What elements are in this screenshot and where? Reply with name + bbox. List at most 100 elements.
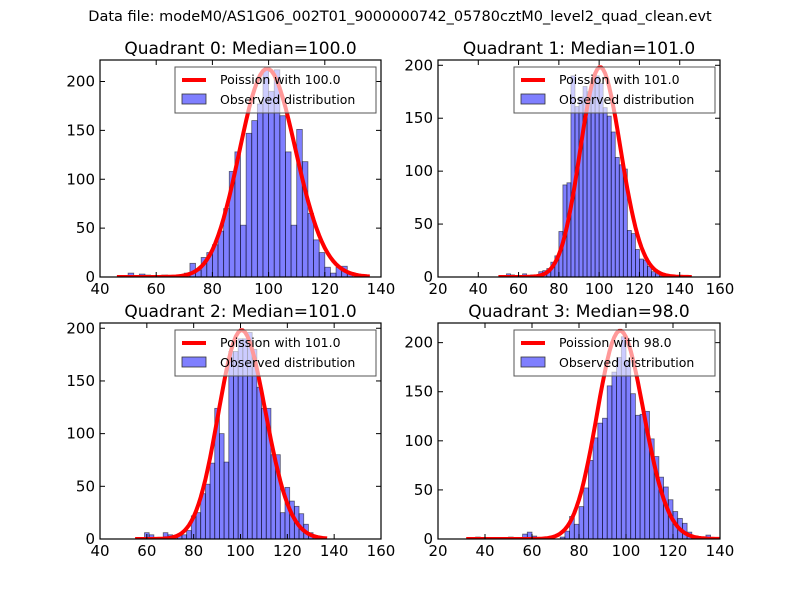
histogram-bar xyxy=(251,348,258,539)
y-tick-label: 50 xyxy=(414,481,433,499)
poisson-curve xyxy=(466,328,720,539)
x-tick-label: 100 xyxy=(585,280,614,298)
histogram-bar xyxy=(578,506,585,539)
histogram-bar xyxy=(261,407,267,539)
x-tick-label: 140 xyxy=(665,280,694,298)
plot-area xyxy=(135,328,328,539)
histogram-bar xyxy=(186,530,192,539)
histogram-bar xyxy=(635,414,641,539)
y-tick-label: 100 xyxy=(66,170,95,188)
x-tick-label: 60 xyxy=(137,542,156,560)
histogram-bar xyxy=(279,512,286,539)
histogram-bar xyxy=(606,115,612,277)
histogram-bar xyxy=(318,252,326,277)
histogram-bar xyxy=(219,433,225,539)
legend-label-observed: Observed distribution xyxy=(559,92,694,107)
legend-frame xyxy=(513,66,716,114)
legend-label-observed: Observed distribution xyxy=(559,355,694,370)
histogram-bar xyxy=(639,413,646,539)
y-tick-label: 50 xyxy=(414,215,433,233)
histogram-bar xyxy=(251,120,258,277)
histogram-bar xyxy=(602,417,608,539)
histogram-bar xyxy=(233,351,239,539)
legend: Poission with 100.0 Observed distribution xyxy=(174,66,377,114)
legend: Poission with 101.0 Observed distribution xyxy=(174,329,377,377)
x-tick-label: 60 xyxy=(147,280,166,298)
subplot-title: Quadrant 2: Median=101.0 xyxy=(124,302,356,322)
legend-bar-swatch xyxy=(520,356,546,368)
x-tick-label: 60 xyxy=(522,542,541,560)
histogram-bar xyxy=(256,103,264,277)
figure-suptitle: Data file: modeM0/AS1G06_002T01_90000007… xyxy=(88,9,712,25)
legend-label-observed: Observed distribution xyxy=(220,355,355,370)
legend-bar-swatch xyxy=(181,93,207,105)
histogram-bar xyxy=(268,90,275,277)
legend-bar-swatch xyxy=(520,93,546,105)
histogram-bar xyxy=(279,115,286,277)
histogram-bar xyxy=(592,437,599,539)
histogram-bar xyxy=(290,224,298,277)
x-tick-label: 40 xyxy=(90,280,109,298)
histogram-bar xyxy=(285,151,292,277)
histogram-bar xyxy=(630,233,636,277)
y-tick-label: 100 xyxy=(404,432,433,450)
legend-label-poisson: Poission with 100.0 xyxy=(220,72,341,87)
legend-bar-swatch xyxy=(181,356,207,368)
plot-area xyxy=(116,66,370,277)
x-tick-label: 120 xyxy=(625,280,654,298)
y-tick-label: 200 xyxy=(66,319,95,337)
histogram-bar xyxy=(597,422,603,539)
histogram-bar xyxy=(606,385,613,539)
y-tick-label: 200 xyxy=(404,334,433,352)
histogram-bar xyxy=(611,371,618,539)
y-tick-label: 150 xyxy=(404,383,433,401)
x-tick-label: 160 xyxy=(706,280,735,298)
histogram-bar xyxy=(626,230,632,277)
histogram-bar xyxy=(256,386,262,539)
x-tick-label: 120 xyxy=(659,542,688,560)
poisson-curve xyxy=(116,66,370,277)
axes-frame xyxy=(437,59,721,278)
x-tick-label: 140 xyxy=(367,280,396,298)
y-tick-label: 150 xyxy=(404,109,433,127)
x-tick-label: 80 xyxy=(184,542,203,560)
histogram-bar xyxy=(610,131,616,277)
y-tick-label: 0 xyxy=(85,268,95,286)
x-tick-label: 100 xyxy=(612,542,641,560)
histogram-bar xyxy=(204,483,211,539)
axes-frame xyxy=(99,59,382,278)
x-tick-label: 100 xyxy=(254,280,283,298)
histogram-bar xyxy=(588,460,594,539)
histogram-bar xyxy=(564,530,571,539)
legend-label-poisson: Poission with 101.0 xyxy=(559,72,680,87)
subplot-title: Quadrant 3: Median=98.0 xyxy=(468,302,690,322)
legend: Poission with 98.0 Observed distribution xyxy=(513,329,716,377)
subplot-quadrant-3: 20 40 60 80 100 120 140 0 50 100 150 200 Quadrant 3:… xyxy=(404,302,734,560)
x-tick-label: 40 xyxy=(475,542,494,560)
legend-frame xyxy=(174,66,377,114)
y-tick-label: 0 xyxy=(423,530,433,548)
x-tick-label: 160 xyxy=(367,542,396,560)
y-tick-label: 150 xyxy=(66,372,95,390)
y-tick-label: 200 xyxy=(404,56,433,74)
histogram-bar xyxy=(245,132,253,277)
x-tick-label: 140 xyxy=(706,542,735,560)
x-tick-label: 80 xyxy=(569,542,588,560)
y-tick-label: 100 xyxy=(66,425,95,443)
x-tick-label: 40 xyxy=(469,280,488,298)
x-tick-label: 140 xyxy=(320,542,349,560)
y-tick-label: 0 xyxy=(85,530,95,548)
legend-label-poisson: Poission with 101.0 xyxy=(220,335,341,350)
histogram-bar xyxy=(223,461,230,539)
subplot-quadrant-1: 20 40 60 80 100 120 140 160 0 50 100 150 200 Quadrant… xyxy=(404,39,734,298)
histogram-bar xyxy=(618,164,624,277)
histogram-bar xyxy=(313,239,320,277)
histogram-bar xyxy=(616,356,622,539)
y-tick-label: 50 xyxy=(76,477,95,495)
histogram-bar xyxy=(602,107,608,277)
x-tick-label: 100 xyxy=(226,542,255,560)
y-tick-label: 100 xyxy=(404,162,433,180)
subplot-title: Quadrant 0: Median=100.0 xyxy=(124,39,356,59)
histogram-bar xyxy=(639,258,644,277)
histogram-bar xyxy=(630,393,636,539)
